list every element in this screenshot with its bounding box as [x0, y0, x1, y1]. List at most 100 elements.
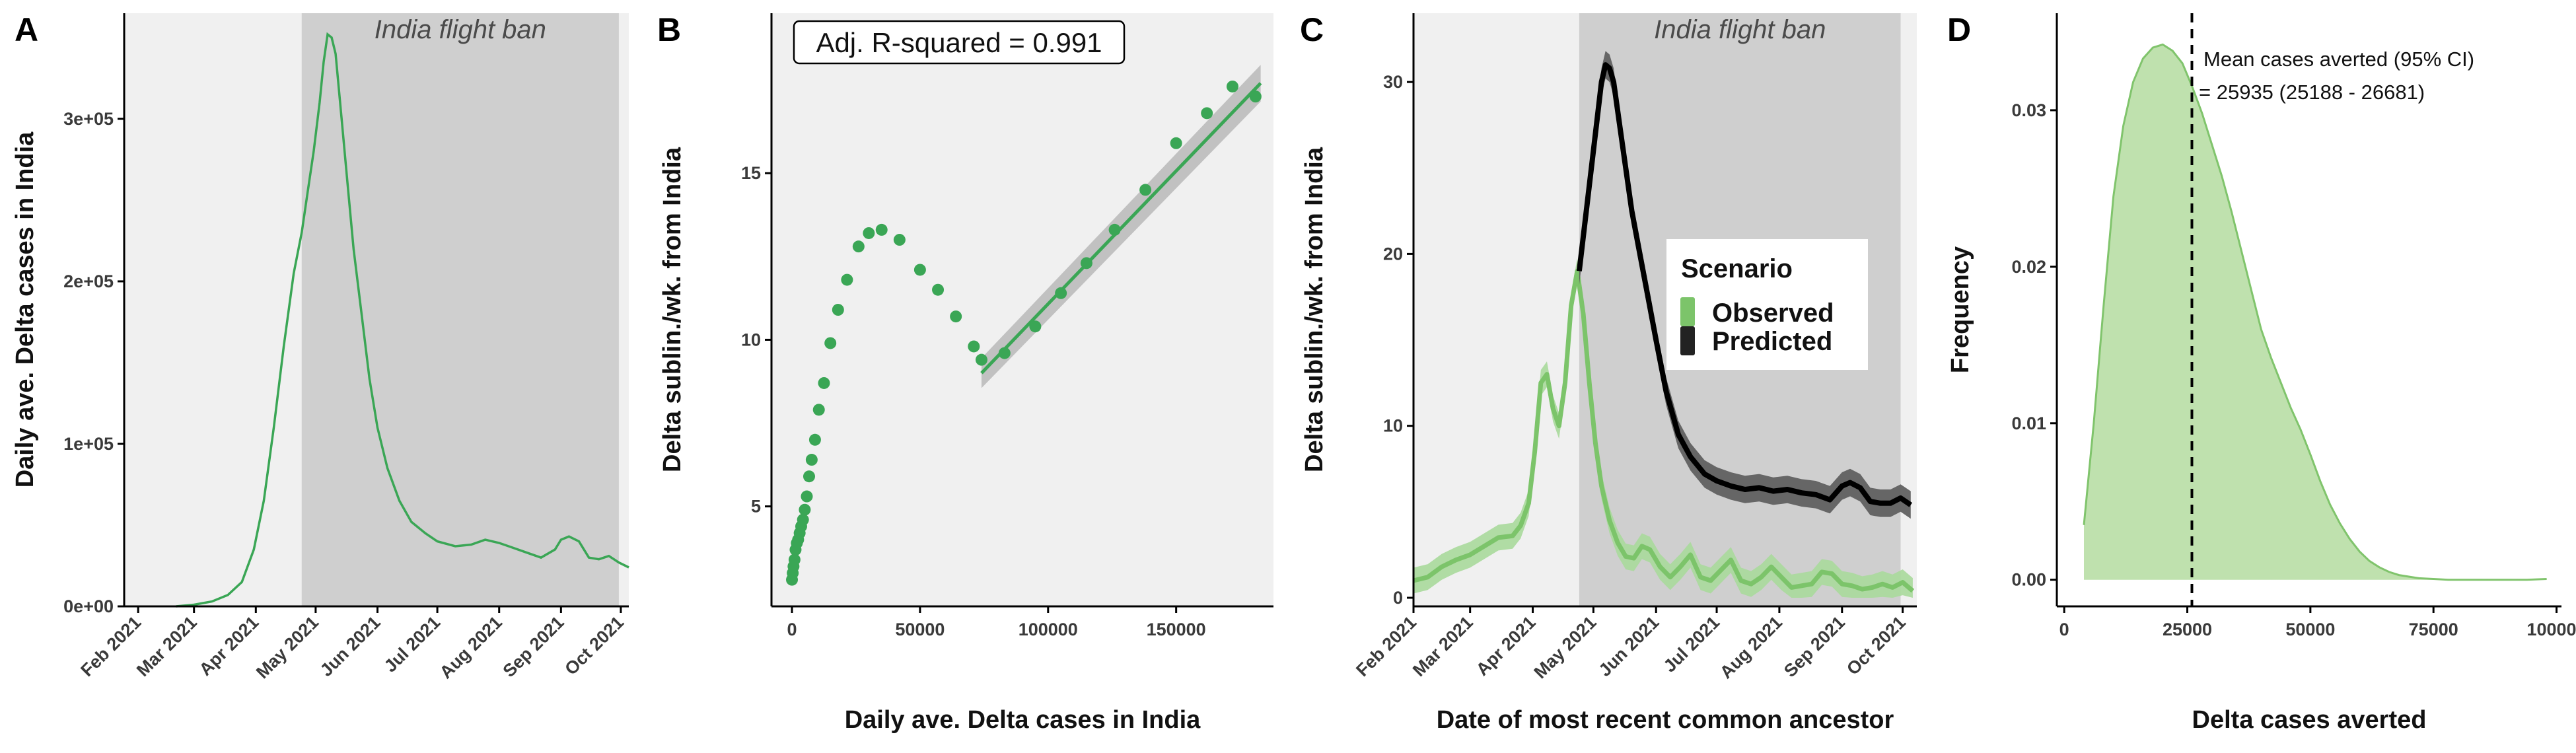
panel-b-point — [788, 554, 801, 566]
panel-b-y-axis-label: Delta sublin./wk. from India — [659, 147, 686, 472]
panel-d-y-tick-label: 0.01 — [2011, 413, 2046, 433]
panel-b-axes: 5 10 15 0 50000 100000 150000 — [741, 13, 1273, 639]
panel-b-point — [797, 513, 809, 526]
panel-b-point — [805, 454, 818, 466]
panel-a-x-tick-label: Sep 2021 — [499, 612, 568, 681]
legend-box — [1666, 239, 1868, 370]
panel-c-y-tick-label: 30 — [1383, 72, 1403, 92]
panel-d-density-line — [2083, 43, 2547, 581]
panel-d-x-tick-label: 75000 — [2409, 620, 2458, 639]
panel-b-point — [841, 273, 853, 286]
panel-c-x-tick-label: Apr 2021 — [1472, 612, 1540, 680]
panel-a-x-tick-label: Apr 2021 — [196, 612, 263, 680]
panel-d-x-tick-label: 0 — [2059, 620, 2069, 639]
panel-d-density-area — [2084, 44, 2547, 580]
panel-b-y-tick-label: 5 — [751, 497, 761, 517]
panel-c-x-tick-label: Jul 2021 — [1660, 612, 1724, 676]
panel-c-y-tick-label: 20 — [1383, 244, 1403, 264]
panel-d-chart: 0.00 0.01 0.02 0.03 0 25000 50000 75000 100000 M… — [1947, 13, 2576, 734]
panel-d-y-axis-label: Frequency — [1947, 246, 1974, 373]
panel-b-point — [832, 304, 844, 316]
panel-d-y-tick-label: 0.00 — [2011, 570, 2046, 590]
panel-b-x-tick-label: 50000 — [895, 620, 945, 639]
panel-b-point — [1029, 320, 1042, 333]
panel-d-x-tick-label: 25000 — [2163, 620, 2212, 639]
panel-c-y-axis-label: Delta sublin./wk. from India — [1301, 147, 1328, 472]
panel-a-flight-ban-shade — [301, 13, 619, 606]
panel-c-x-tick-label: Mar 2021 — [1409, 612, 1477, 680]
panel-c-predicted-line — [1576, 62, 1913, 507]
panel-a-marks — [176, 32, 629, 608]
panel-b-point — [893, 234, 906, 246]
legend-item-observed: Observed — [1712, 299, 1834, 328]
panel-d-mean-annotation-line-2: = 25935 (25188 - 26681) — [2199, 81, 2425, 104]
panel-b-x-tick-label: 100000 — [1019, 620, 1078, 639]
panel-b-x-axis-label: Daily ave. Delta cases in India — [845, 706, 1201, 734]
panel-b-point — [1108, 223, 1121, 236]
panel-a-x-tick-label: Jun 2021 — [316, 612, 384, 680]
panel-d-x-tick-label: 50000 — [2285, 620, 2335, 639]
legend-key-observed — [1680, 297, 1695, 326]
panel-a-x-tick-label: May 2021 — [252, 612, 322, 682]
panel-b-y-tick-label: 15 — [741, 163, 761, 183]
panel-b-point — [975, 353, 987, 366]
panel-a-x-tick-label: Mar 2021 — [133, 612, 201, 680]
panel-c-x-tick-label: Aug 2021 — [1716, 612, 1786, 682]
panel-b-marks — [786, 65, 1262, 586]
panel-b-point — [998, 347, 1011, 359]
panel-b-point — [799, 503, 811, 516]
panel-b-point — [801, 490, 813, 503]
panel-b-point — [1249, 90, 1262, 103]
panel-b-point — [1139, 184, 1152, 196]
panel-a-y-tick-label: 0e+00 — [63, 596, 114, 616]
panel-a-y-axis-label: Daily ave. Delta cases in India — [11, 131, 39, 487]
panel-label-a: A — [15, 11, 38, 48]
panel-a-y-tick-label: 3e+05 — [63, 109, 114, 129]
panel-b-point — [863, 227, 875, 239]
panel-b-point — [812, 404, 825, 416]
panel-b-point — [824, 337, 837, 349]
panel-b-point — [803, 470, 815, 483]
panel-a-x-tick-label: Oct 2021 — [561, 612, 627, 679]
panel-a-y-tick-label: 2e+05 — [63, 271, 114, 291]
panel-b-point — [852, 240, 865, 253]
panel-c-x-tick-label: Feb 2021 — [1352, 612, 1420, 680]
panel-d-x-tick-label: 100000 — [2526, 620, 2576, 639]
panel-b-background — [771, 13, 1273, 606]
panel-b-point — [913, 264, 926, 276]
panel-d-mean-annotation-line-1: Mean cases averted (95% CI) — [2203, 48, 2474, 71]
panel-label-d: D — [1947, 11, 1971, 48]
legend-item-predicted: Predicted — [1712, 327, 1832, 356]
panel-a-y-tick-label: 1e+05 — [63, 434, 114, 454]
panel-a-x-tick-label: Feb 2021 — [77, 612, 145, 680]
panel-d-y-tick-label: 0.02 — [2011, 257, 2046, 277]
panel-b-x-tick-label: 0 — [787, 620, 797, 639]
panel-c-observed-band — [1413, 258, 1913, 598]
panel-c-x-tick-label: Oct 2021 — [1843, 612, 1910, 679]
panel-b-point — [950, 310, 962, 323]
panel-label-b: B — [657, 11, 681, 48]
panel-b-point — [818, 377, 830, 389]
panel-b-point — [932, 283, 945, 296]
panel-b-point — [875, 223, 888, 236]
panel-c-y-tick-label: 10 — [1383, 416, 1403, 436]
panel-b-point — [1226, 80, 1238, 92]
panel-b-r-squared-label: Adj. R-squared = 0.991 — [816, 27, 1102, 58]
panel-d-axes: 0.00 0.01 0.02 0.03 0 25000 50000 75000 100000 — [2011, 13, 2576, 639]
panel-c-observed-line — [1413, 268, 1915, 593]
panel-b-y-tick-label: 10 — [741, 330, 761, 349]
panel-c-x-axis-label: Date of most recent common ancestor — [1437, 706, 1894, 734]
legend-key-predicted — [1680, 326, 1695, 355]
panel-a-x-tick-label: Aug 2021 — [436, 612, 506, 682]
panel-d-y-tick-label: 0.03 — [2011, 100, 2046, 120]
panel-a-chart: India flight ban 0e+00 1e+05 2e+05 3e+05 Feb… — [11, 13, 629, 682]
panel-c-flight-ban-label: India flight ban — [1654, 15, 1826, 44]
panel-a-x-tick-label: Jul 2021 — [380, 612, 445, 676]
panel-b-point — [968, 340, 980, 353]
panel-b-point — [808, 433, 821, 446]
panel-b-x-tick-label: 150000 — [1147, 620, 1206, 639]
panel-c-x-tick-label: Jun 2021 — [1595, 612, 1663, 680]
panel-b-fit-line — [980, 82, 1262, 375]
